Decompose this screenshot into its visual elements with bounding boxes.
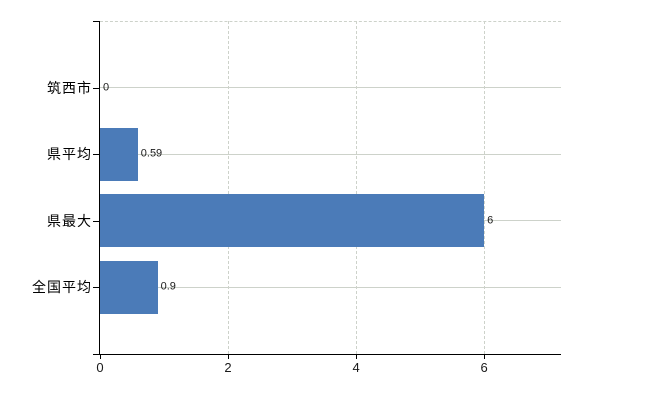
- x-tick-label: 0: [96, 360, 104, 375]
- x-axis-tick: [484, 355, 486, 359]
- vertical-gridline: [227, 21, 229, 354]
- category-label: 筑西市: [47, 79, 92, 96]
- bar-value-label: 0.59: [140, 147, 163, 160]
- row-gridline: [100, 286, 561, 288]
- x-tick-label: 6: [480, 360, 488, 375]
- bar-value-label: 6: [487, 214, 494, 227]
- y-axis-tick: [93, 220, 99, 222]
- category-label: 全国平均: [32, 279, 92, 296]
- plot-area: 0 0.59 6 0.9: [100, 21, 561, 354]
- vertical-gridline: [355, 21, 357, 354]
- x-axis-line: [93, 354, 561, 355]
- vertical-gridline: [483, 21, 485, 354]
- row-gridline: [100, 87, 561, 89]
- row-gridline: [100, 153, 561, 155]
- y-axis-tick: [93, 287, 99, 289]
- plot-top-gridline: [100, 21, 561, 22]
- y-axis-tick: [93, 21, 99, 22]
- bar: [100, 127, 138, 181]
- x-tick-label: 4: [352, 360, 360, 375]
- y-axis-tick: [93, 87, 99, 89]
- x-axis-tick: [100, 355, 101, 359]
- x-axis-tick: [356, 355, 358, 359]
- y-axis-tick: [93, 154, 99, 156]
- category-label: 県最大: [47, 212, 92, 229]
- category-label: 県平均: [47, 146, 92, 163]
- bar-value-label: 0: [103, 81, 110, 94]
- x-axis-tick: [228, 355, 230, 359]
- bar-value-label: 0.9: [160, 280, 176, 293]
- bar: [100, 194, 485, 248]
- bar: [100, 260, 158, 314]
- x-tick-label: 2: [224, 360, 232, 375]
- y-axis-line: [99, 21, 100, 355]
